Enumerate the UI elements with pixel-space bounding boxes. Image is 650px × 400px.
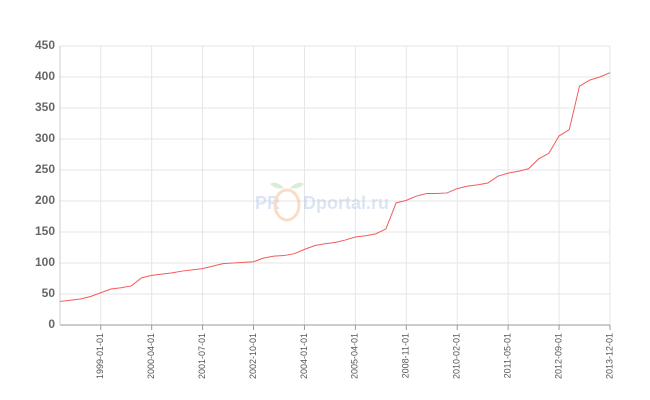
x-tick-label: 2002-10-01 (248, 333, 258, 379)
watermark-text: Dportal.ru (303, 193, 389, 213)
y-tick-label: 450 (35, 38, 55, 52)
y-tick-label: 400 (35, 69, 55, 83)
line (59, 72, 611, 302)
watermark-leaf (270, 182, 304, 189)
y-tick-label: 350 (35, 100, 55, 114)
watermark-text: PR (255, 193, 280, 213)
x-tick-label: 2012-09-01 (553, 333, 563, 379)
x-tick-label: 1999-01-01 (95, 333, 105, 379)
x-tick-label: 2000-04-01 (146, 333, 156, 379)
watermark: PR Dportal.ru (255, 182, 389, 222)
x-tick-label: 2013-12-01 (604, 333, 614, 379)
x-tick-label: 2010-02-01 (452, 333, 462, 379)
y-tick-label: 150 (35, 224, 55, 238)
y-tick-label: 50 (42, 286, 56, 300)
x-tick-label: 2001-07-01 (197, 333, 207, 379)
y-tick-label: 300 (35, 131, 55, 145)
watermark-icon (273, 188, 301, 222)
x-tick-label: 2004-01-01 (299, 333, 309, 379)
y-tick-label: 0 (48, 317, 55, 331)
grid (60, 45, 611, 326)
y-tick-label: 250 (35, 162, 55, 176)
y-tick-label: 100 (35, 255, 55, 269)
y-tick-label: 200 (35, 193, 55, 207)
x-tick-label: 2008-11-01 (401, 333, 411, 378)
x-tick-label: 2011-05-01 (503, 333, 513, 378)
x-tick-label: 2005-04-01 (350, 333, 360, 379)
